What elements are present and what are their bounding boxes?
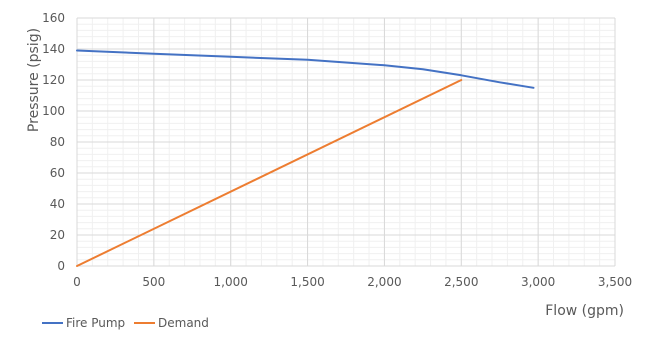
series-line-demand bbox=[76, 79, 463, 267]
axes: 0 20 40 60 80 100 120 140 160 0 500 1,000 1,500 2,000… bbox=[42, 11, 632, 289]
x-tick-label: 2,500 bbox=[444, 275, 478, 289]
y-axis-title: Pressure (psig) bbox=[26, 28, 42, 132]
x-tick-label: 1,500 bbox=[290, 275, 324, 289]
series-line-fire-pump bbox=[76, 49, 535, 89]
x-tick-label: 2,000 bbox=[367, 275, 401, 289]
legend: Fire Pump Demand bbox=[42, 316, 209, 330]
legend-label-fire-pump: Fire Pump bbox=[66, 316, 125, 330]
x-tick-label: 1,000 bbox=[214, 275, 248, 289]
x-axis-title: Flow (gpm) bbox=[545, 303, 624, 319]
y-tick-label: 80 bbox=[50, 135, 65, 149]
y-tick-label: 40 bbox=[50, 197, 65, 211]
x-tick-label: 3,000 bbox=[521, 275, 555, 289]
y-tick-label: 140 bbox=[42, 42, 65, 56]
y-tick-label: 100 bbox=[42, 104, 65, 118]
y-tick-label: 0 bbox=[57, 259, 65, 273]
gridlines bbox=[76, 17, 616, 267]
x-tick-label: 0 bbox=[73, 275, 81, 289]
y-tick-label: 160 bbox=[42, 11, 65, 25]
y-tick-label: 60 bbox=[50, 166, 65, 180]
legend-label-demand: Demand bbox=[158, 316, 209, 330]
series-lines bbox=[76, 49, 535, 267]
y-tick-label: 120 bbox=[42, 73, 65, 87]
y-tick-label: 20 bbox=[50, 228, 65, 242]
x-tick-label: 500 bbox=[142, 275, 165, 289]
x-tick-label: 3,500 bbox=[598, 275, 632, 289]
